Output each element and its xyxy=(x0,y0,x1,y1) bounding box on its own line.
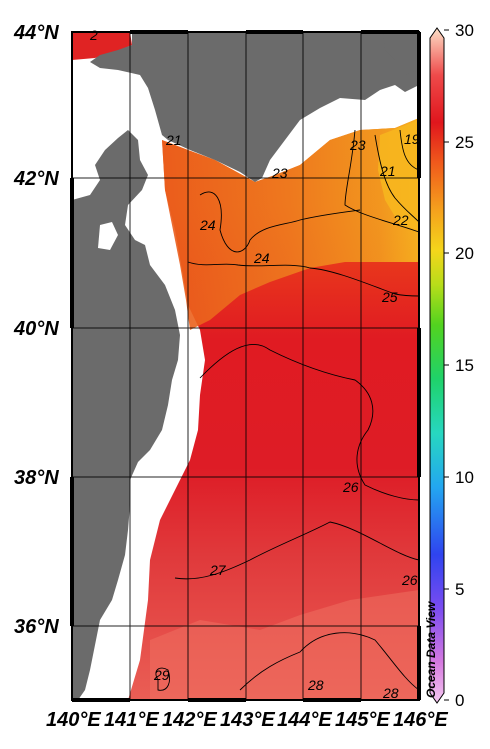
contour-label: 2 xyxy=(89,27,98,43)
warm-patch-south xyxy=(150,590,419,700)
contour-label: 24 xyxy=(253,250,270,266)
nw-patch xyxy=(72,32,132,60)
contour-labels: 2 21 23 19 21 22 23 24 24 25 26 27 26 29… xyxy=(89,27,420,701)
contour-label: 23 xyxy=(271,165,288,181)
lat-label: 44°N xyxy=(13,22,59,44)
contour-label: 28 xyxy=(382,685,399,701)
contour-label: 21 xyxy=(379,163,396,179)
colorbar-tick-label: 25 xyxy=(455,133,474,152)
colorbar-tick-label: 0 xyxy=(455,691,464,710)
lat-label: 36°N xyxy=(14,616,59,638)
colorbar-ramp xyxy=(429,27,445,704)
contour-label: 24 xyxy=(199,217,216,233)
longitude-labels: 140°E 141°E 142°E 143°E 144°E 145°E 146°… xyxy=(46,709,448,731)
lon-label: 145°E xyxy=(335,709,390,731)
frame-ticks xyxy=(70,30,421,702)
colorbar-tick-label: 20 xyxy=(455,244,474,263)
contour-label: 25 xyxy=(381,289,398,305)
land-honshu xyxy=(72,130,180,700)
northern-cooler-water xyxy=(162,118,419,330)
land-island xyxy=(383,32,419,75)
lon-label: 144°E xyxy=(277,709,332,731)
contour-label: 23 xyxy=(349,137,366,153)
graticule xyxy=(72,32,419,700)
lat-label: 40°N xyxy=(13,318,59,340)
lon-label: 142°E xyxy=(162,709,217,731)
lon-label: 141°E xyxy=(104,709,159,731)
contour-label: 28 xyxy=(307,677,324,693)
colorbar-tick-label: 30 xyxy=(455,21,474,40)
lat-label: 38°N xyxy=(14,467,59,489)
ocean-data-view-watermark: Ocean Data View xyxy=(424,601,438,698)
land-hokkaido xyxy=(90,32,419,182)
contour-label: 27 xyxy=(209,562,227,578)
contour-label: 26 xyxy=(342,479,359,495)
contour-label: 21 xyxy=(165,132,182,148)
lon-label: 140°E xyxy=(46,709,101,731)
contour-label: 22 xyxy=(392,212,409,228)
lon-label: 143°E xyxy=(220,709,275,731)
contour-label: 19 xyxy=(404,131,420,147)
contour-label: 29 xyxy=(153,667,170,683)
contour-lines xyxy=(155,129,419,691)
yellow-water-patch xyxy=(378,120,419,230)
colorbar-tick-label: 10 xyxy=(455,468,474,487)
lat-label: 42°N xyxy=(13,168,59,190)
latitude-labels: 44°N 42°N 40°N 38°N 36°N xyxy=(13,22,59,638)
colorbar-tick-label: 5 xyxy=(455,580,464,599)
colorbar: 30 25 20 15 10 5 0 xyxy=(429,21,474,710)
colorbar-tick-label: 15 xyxy=(455,356,474,375)
bay xyxy=(98,222,118,250)
contour-label: 26 xyxy=(401,572,418,588)
lon-label: 146°E xyxy=(393,709,448,731)
